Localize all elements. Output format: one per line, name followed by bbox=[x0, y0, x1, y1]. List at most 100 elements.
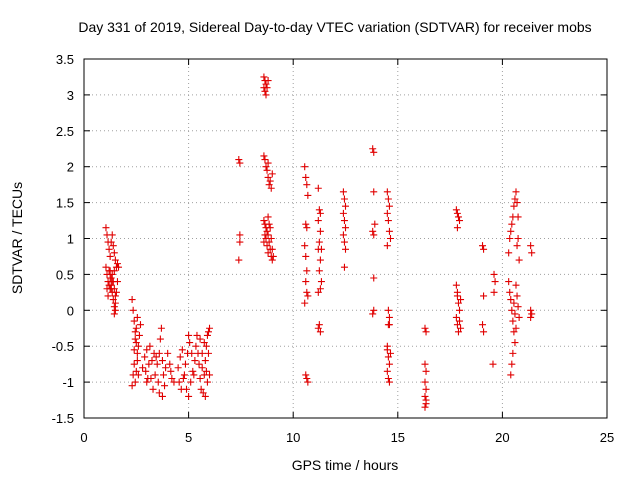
data-point bbox=[490, 270, 498, 278]
data-point bbox=[262, 91, 270, 99]
data-point bbox=[135, 331, 143, 339]
data-point bbox=[317, 278, 325, 286]
y-tick-label: 3.5 bbox=[56, 52, 74, 67]
data-point bbox=[303, 181, 311, 189]
data-point bbox=[508, 306, 516, 314]
data-point bbox=[512, 281, 520, 289]
data-point bbox=[512, 324, 520, 332]
data-point bbox=[176, 353, 184, 361]
data-point bbox=[260, 217, 268, 225]
data-point bbox=[340, 217, 348, 225]
data-point bbox=[457, 324, 465, 332]
data-point bbox=[340, 263, 348, 271]
data-point bbox=[153, 360, 161, 368]
data-point bbox=[383, 188, 391, 196]
data-point bbox=[507, 296, 515, 304]
data-point bbox=[144, 375, 152, 383]
data-point bbox=[102, 224, 110, 232]
data-point bbox=[143, 346, 151, 354]
data-point bbox=[189, 367, 197, 375]
data-point bbox=[421, 378, 429, 386]
data-point bbox=[340, 238, 348, 246]
data-point bbox=[384, 375, 392, 383]
data-point bbox=[236, 231, 244, 239]
data-point bbox=[510, 299, 518, 307]
data-point bbox=[314, 184, 322, 192]
data-point bbox=[317, 245, 325, 253]
data-point bbox=[302, 173, 310, 181]
data-point bbox=[422, 328, 430, 336]
chart-title: Day 331 of 2019, Sidereal Day-to-day VTE… bbox=[78, 19, 591, 35]
data-point bbox=[202, 342, 210, 350]
data-point bbox=[148, 357, 156, 365]
data-point bbox=[156, 335, 164, 343]
data-point bbox=[480, 245, 488, 253]
data-point bbox=[179, 375, 187, 383]
data-point bbox=[527, 313, 535, 321]
data-point bbox=[453, 288, 461, 296]
data-point bbox=[178, 346, 186, 354]
data-point bbox=[145, 360, 153, 368]
data-point bbox=[301, 163, 309, 171]
data-point bbox=[186, 339, 194, 347]
data-point bbox=[201, 392, 209, 400]
data-point bbox=[304, 378, 312, 386]
data-point bbox=[192, 342, 200, 350]
data-point bbox=[130, 346, 138, 354]
data-point bbox=[315, 267, 323, 275]
data-point bbox=[527, 242, 535, 250]
data-point bbox=[262, 80, 270, 88]
data-point bbox=[512, 188, 520, 196]
data-point bbox=[203, 331, 211, 339]
data-point bbox=[314, 324, 322, 332]
data-point bbox=[507, 227, 515, 235]
data-point bbox=[370, 306, 378, 314]
data-point bbox=[385, 378, 393, 386]
data-point bbox=[316, 285, 324, 293]
data-point bbox=[506, 235, 514, 242]
y-axis-label: SDTVAR / TECUs bbox=[9, 182, 25, 294]
y-tick-label: 0.5 bbox=[56, 267, 74, 282]
data-point bbox=[528, 310, 536, 318]
data-point bbox=[134, 342, 142, 350]
data-point bbox=[111, 306, 119, 314]
data-point bbox=[260, 238, 268, 246]
data-point bbox=[130, 317, 138, 325]
data-point bbox=[385, 360, 393, 368]
data-point bbox=[154, 378, 162, 386]
data-point bbox=[133, 349, 141, 357]
data-point bbox=[162, 364, 170, 372]
data-point bbox=[265, 181, 273, 189]
data-point bbox=[200, 339, 208, 347]
data-point bbox=[111, 292, 119, 300]
data-point bbox=[236, 159, 244, 167]
data-point bbox=[201, 357, 209, 365]
data-point bbox=[264, 213, 272, 221]
y-tick-label: -1 bbox=[62, 375, 74, 390]
data-point bbox=[507, 371, 515, 379]
data-point bbox=[384, 217, 392, 225]
data-point bbox=[193, 331, 201, 339]
data-point bbox=[129, 306, 137, 314]
x-tick-label: 15 bbox=[391, 430, 405, 445]
data-point bbox=[505, 249, 513, 257]
data-point bbox=[141, 353, 149, 361]
data-point bbox=[108, 278, 116, 286]
data-point bbox=[106, 274, 114, 282]
data-point bbox=[304, 191, 312, 199]
data-point bbox=[339, 188, 347, 196]
data-point bbox=[303, 288, 311, 296]
data-point bbox=[133, 313, 141, 321]
data-point bbox=[489, 360, 497, 368]
data-point bbox=[490, 288, 498, 296]
data-point bbox=[131, 328, 139, 336]
data-point bbox=[261, 87, 269, 95]
data-point bbox=[131, 378, 139, 386]
data-point bbox=[342, 202, 349, 210]
data-point bbox=[301, 242, 309, 250]
y-tick-label: 0 bbox=[67, 303, 74, 318]
data-point bbox=[112, 288, 120, 296]
data-point bbox=[164, 349, 172, 357]
data-point bbox=[527, 306, 535, 314]
data-point bbox=[339, 231, 347, 239]
